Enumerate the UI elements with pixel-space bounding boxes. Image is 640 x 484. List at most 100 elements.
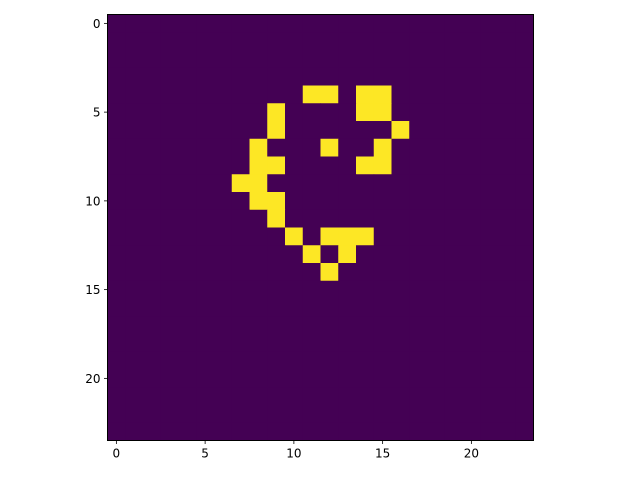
heatmap-cell — [427, 387, 445, 405]
heatmap-cell — [374, 387, 392, 405]
heatmap-cell — [392, 228, 410, 246]
heatmap-cell — [267, 139, 285, 157]
heatmap-cell — [161, 228, 179, 246]
heatmap-cell — [338, 210, 356, 228]
heatmap-cell — [356, 387, 374, 405]
heatmap-cell — [161, 370, 179, 388]
heatmap-cell — [108, 334, 126, 352]
heatmap-cell — [356, 157, 374, 175]
heatmap-cell — [285, 387, 303, 405]
heatmap-cell — [356, 121, 374, 139]
heatmap-cell — [125, 370, 143, 388]
heatmap-cell — [321, 334, 339, 352]
heatmap-cell — [196, 32, 214, 50]
heatmap-cell — [427, 281, 445, 299]
heatmap-cell — [108, 228, 126, 246]
heatmap-cell — [143, 352, 161, 370]
heatmap-cell — [498, 263, 516, 281]
heatmap-cell — [516, 316, 534, 334]
heatmap-cell — [356, 245, 374, 263]
heatmap-cell — [161, 174, 179, 192]
heatmap-cell — [427, 210, 445, 228]
heatmap-cell — [374, 139, 392, 157]
heatmap-cell — [250, 192, 268, 210]
heatmap-cell — [232, 68, 250, 86]
heatmap-cell — [427, 121, 445, 139]
heatmap-cell — [321, 299, 339, 317]
heatmap-cell — [445, 228, 463, 246]
heatmap-cell — [498, 192, 516, 210]
heatmap-cell — [125, 121, 143, 139]
heatmap-cell — [196, 370, 214, 388]
heatmap-cell — [285, 352, 303, 370]
heatmap-cell — [321, 423, 339, 441]
heatmap-cell — [516, 121, 534, 139]
y-tick-label: 5 — [93, 106, 101, 120]
heatmap-cell — [409, 228, 427, 246]
heatmap-cell — [427, 50, 445, 68]
heatmap-cell — [143, 139, 161, 157]
heatmap-cell — [338, 352, 356, 370]
heatmap-cell — [161, 263, 179, 281]
heatmap-cell — [516, 281, 534, 299]
heatmap-cell — [392, 50, 410, 68]
heatmap-cell — [179, 121, 197, 139]
heatmap-cell — [108, 103, 126, 121]
heatmap-cell — [143, 245, 161, 263]
heatmap-cell — [303, 423, 321, 441]
heatmap-cell — [427, 192, 445, 210]
heatmap-cell — [232, 370, 250, 388]
heatmap-cell — [161, 68, 179, 86]
heatmap-cell — [463, 103, 481, 121]
heatmap-cell — [321, 281, 339, 299]
heatmap-cell — [498, 157, 516, 175]
heatmap-cell — [108, 299, 126, 317]
heatmap-cell — [516, 245, 534, 263]
heatmap-cell — [338, 157, 356, 175]
heatmap-cell — [232, 121, 250, 139]
heatmap-cell — [303, 86, 321, 104]
heatmap-cell — [196, 15, 214, 33]
heatmap-cell — [463, 139, 481, 157]
heatmap-cell — [392, 157, 410, 175]
heatmap-cell — [392, 139, 410, 157]
heatmap-cell — [516, 32, 534, 50]
heatmap-cell — [143, 316, 161, 334]
heatmap-cell — [285, 192, 303, 210]
heatmap-cell — [303, 405, 321, 423]
heatmap-cell — [267, 210, 285, 228]
heatmap-cell — [125, 228, 143, 246]
heatmap-cell — [480, 103, 498, 121]
heatmap-cell — [143, 387, 161, 405]
heatmap-cell — [498, 352, 516, 370]
heatmap-cell — [445, 157, 463, 175]
heatmap-cell — [516, 68, 534, 86]
heatmap-cell — [125, 245, 143, 263]
heatmap-cell — [108, 316, 126, 334]
heatmap-cell — [143, 281, 161, 299]
heatmap-cell — [250, 387, 268, 405]
heatmap-cell — [161, 387, 179, 405]
heatmap-cell — [285, 245, 303, 263]
heatmap-cell — [161, 281, 179, 299]
heatmap-cell — [392, 423, 410, 441]
heatmap-cell — [463, 316, 481, 334]
heatmap-cell — [374, 68, 392, 86]
heatmap-cell — [179, 103, 197, 121]
heatmap-cell — [250, 68, 268, 86]
heatmap-cell — [303, 299, 321, 317]
heatmap-cell — [445, 139, 463, 157]
x-tick-label: 15 — [375, 447, 390, 461]
heatmap-cell — [516, 423, 534, 441]
heatmap-cell — [303, 192, 321, 210]
heatmap-cell — [374, 405, 392, 423]
heatmap-cell — [463, 210, 481, 228]
heatmap-cell — [250, 334, 268, 352]
heatmap-cell — [516, 299, 534, 317]
heatmap-cell — [427, 405, 445, 423]
heatmap-cell — [427, 370, 445, 388]
heatmap-cell — [214, 68, 232, 86]
heatmap-cell — [427, 228, 445, 246]
heatmap-cell — [196, 423, 214, 441]
